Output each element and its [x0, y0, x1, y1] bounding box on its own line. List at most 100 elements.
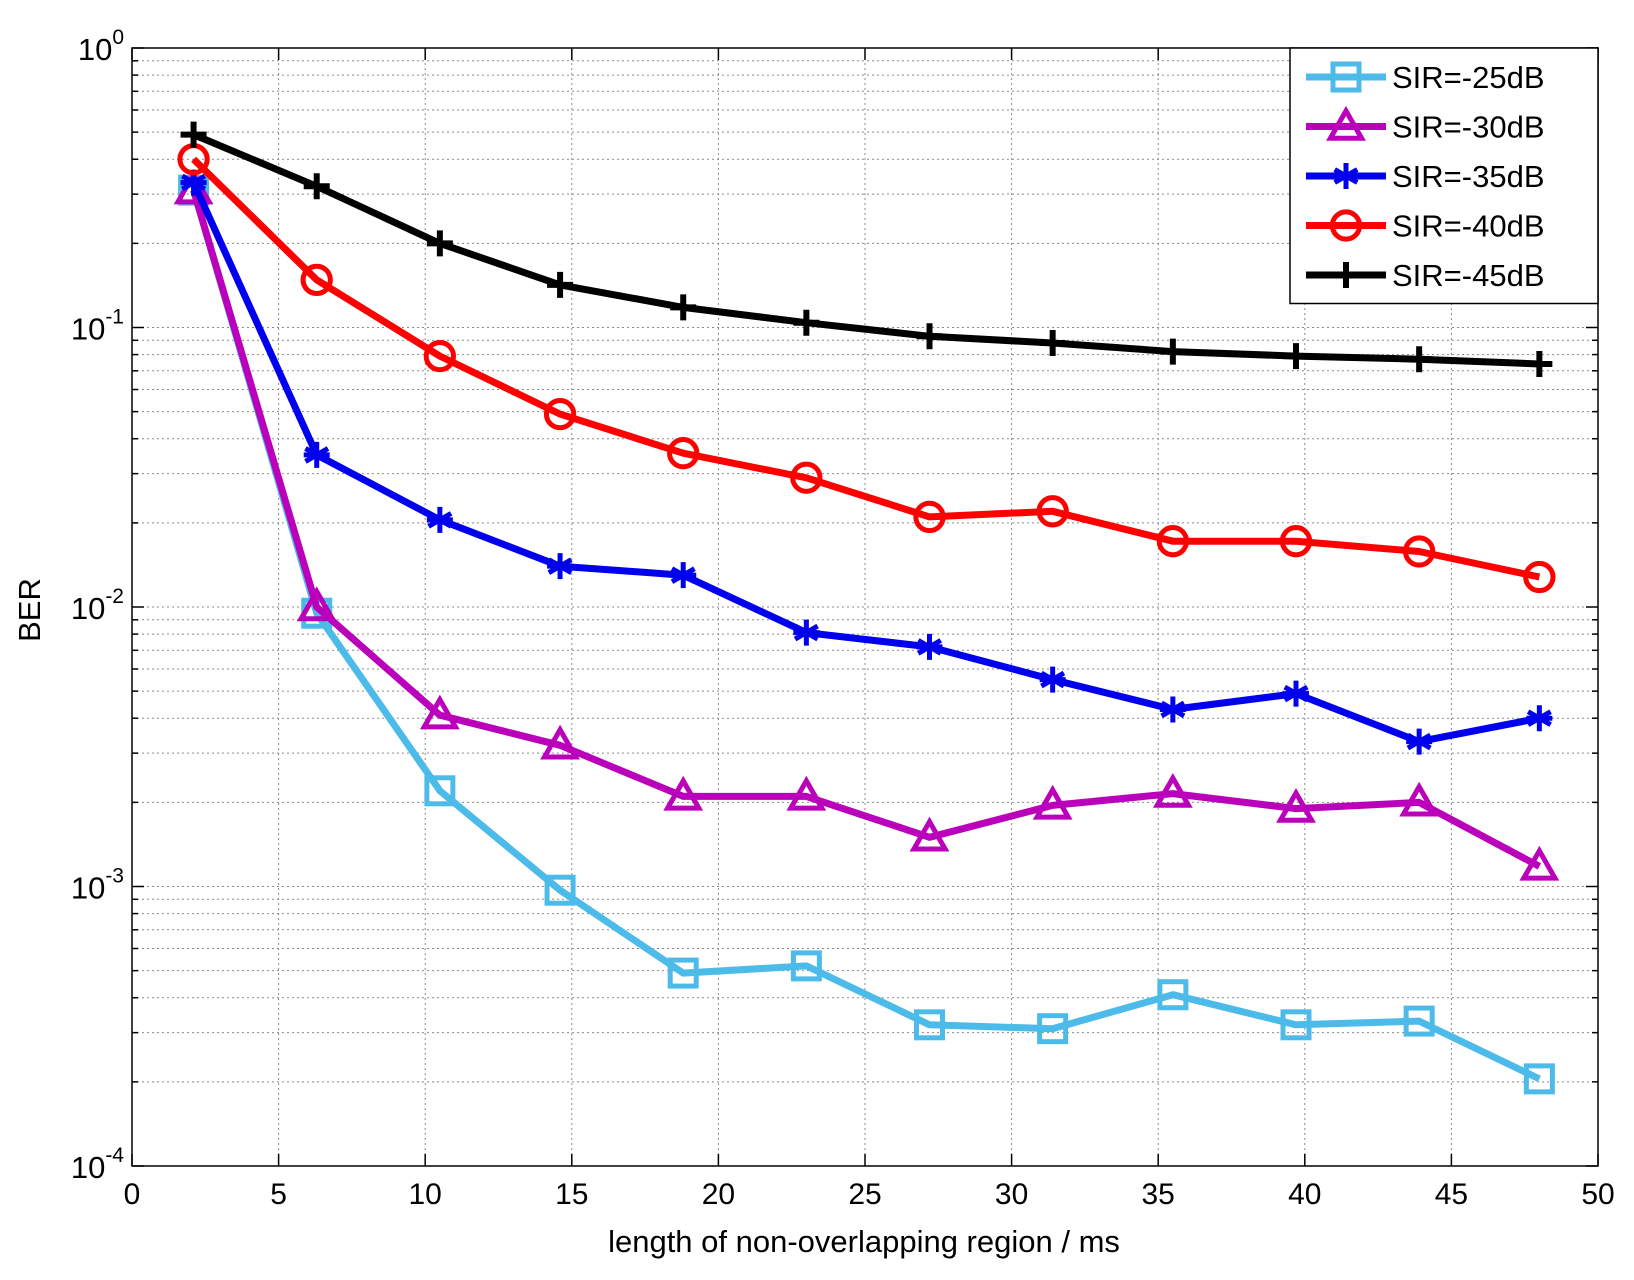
data-point-star: [1039, 666, 1066, 693]
axis-ticks: [131, 47, 1599, 1167]
data-point-star: [303, 441, 330, 468]
data-point-triangle: [296, 586, 337, 622]
data-point-triangle: [1326, 105, 1366, 141]
data-point-star: [670, 562, 697, 589]
data-point-square: [1523, 1063, 1555, 1095]
x-tick-label: 10: [409, 1178, 442, 1211]
series-line: [192, 131, 1540, 368]
x-tick-label: 20: [702, 1178, 735, 1211]
data-point-plus: [547, 271, 574, 298]
data-point-plus: [1159, 338, 1186, 365]
data-point-square: [790, 950, 822, 982]
data-point-star: [426, 506, 453, 533]
x-tick-label: 25: [848, 1178, 881, 1211]
data-point-square: [424, 775, 456, 807]
data-point-square: [1157, 979, 1189, 1011]
y-tick-label: 10-3: [71, 865, 124, 906]
data-point-circle: [1329, 209, 1363, 242]
data-point-square: [1403, 1005, 1435, 1037]
data-point-triangle: [1032, 784, 1073, 820]
data-point-circle: [913, 500, 946, 534]
legend-item: SIR=-25dB: [1306, 60, 1545, 95]
data-point-plus: [1526, 351, 1553, 378]
data-point-circle: [1036, 495, 1069, 528]
data-point-plus: [426, 230, 453, 257]
series-line: [190, 189, 1542, 870]
legend-label: SIR=-30dB: [1392, 110, 1545, 145]
data-point-triangle: [663, 775, 704, 811]
data-point-square: [667, 957, 699, 989]
data-point-square: [1330, 61, 1362, 93]
data-point-star: [1333, 163, 1359, 189]
legend-label: SIR=-40dB: [1392, 209, 1545, 244]
data-point-square: [1280, 1009, 1312, 1041]
data-point-plus: [670, 294, 697, 321]
data-point-star: [180, 169, 207, 196]
x-tick-label: 15: [555, 1178, 588, 1211]
legend-label: SIR=-25dB: [1392, 60, 1545, 95]
legend-item: SIR=-40dB: [1306, 209, 1545, 244]
data-point-triangle: [419, 694, 460, 730]
data-point-plus: [1039, 330, 1066, 357]
legend: SIR=-25dB SIR=-30dB SIR=-35dB SIR=-40dB SIR=…: [1289, 47, 1599, 305]
y-axis-label: BER: [12, 578, 47, 642]
data-point-circle: [667, 437, 700, 470]
data-point-square: [1037, 1013, 1069, 1045]
series-layer: [173, 121, 1560, 1095]
legend-item: SIR=-35dB: [1306, 159, 1545, 194]
data-point-star: [916, 633, 943, 660]
data-point-plus: [1333, 262, 1359, 288]
data-point-circle: [1279, 525, 1313, 558]
data-point-plus: [916, 323, 943, 350]
data-point-triangle: [1399, 781, 1440, 817]
data-point-star: [1283, 680, 1309, 707]
data-point-circle: [790, 461, 823, 494]
x-tick-label: 45: [1435, 1178, 1468, 1211]
data-point-plus: [180, 121, 207, 148]
y-tick-label: 10-4: [71, 1144, 124, 1185]
data-point-circle: [423, 339, 457, 373]
data-point-square: [544, 874, 576, 906]
y-tick-label: 100: [78, 26, 124, 67]
legend-item: SIR=-45dB: [1306, 258, 1545, 293]
data-point-plus: [793, 309, 820, 336]
data-point-star: [1406, 728, 1433, 755]
series-SIR=-45dB: [180, 121, 1553, 378]
data-point-star: [1526, 705, 1553, 732]
series-SIR=-35dB: [180, 169, 1553, 755]
data-point-square: [914, 1009, 946, 1041]
series-SIR=-40dB: [177, 143, 1556, 594]
data-point-star: [793, 619, 820, 646]
x-tick-label: 35: [1142, 1178, 1175, 1211]
data-point-triangle: [1519, 845, 1560, 881]
data-point-circle: [1402, 535, 1436, 568]
x-tick-label: 30: [995, 1178, 1028, 1211]
data-point-circle: [1523, 560, 1556, 594]
legend-label: SIR=-45dB: [1392, 258, 1545, 293]
y-tick-label: 10-2: [71, 585, 124, 626]
data-point-triangle: [909, 816, 950, 852]
data-point-triangle: [540, 724, 580, 760]
data-point-circle: [543, 397, 577, 431]
data-point-plus: [1406, 346, 1433, 373]
data-point-circle: [300, 263, 333, 297]
series-line: [191, 156, 1541, 581]
data-point-triangle: [1276, 787, 1316, 823]
data-point-star: [547, 553, 574, 580]
x-tick-label: 50: [1581, 1178, 1614, 1211]
y-tick-labels: 100 10-1 10-2 10-3 10-4: [71, 26, 124, 1185]
legend-item: SIR=-30dB: [1306, 105, 1545, 145]
data-point-star: [1159, 696, 1186, 723]
legend-label: SIR=-35dB: [1392, 159, 1545, 194]
data-point-triangle: [1152, 772, 1193, 808]
x-tick-labels: 0 5 10 15 20 25 30 35 40 45 50: [124, 1178, 1615, 1211]
series-line: [190, 189, 1541, 1083]
series-line: [190, 181, 1541, 746]
x-tick-label: 40: [1288, 1178, 1321, 1211]
data-point-plus: [1283, 343, 1309, 370]
data-point-triangle: [786, 775, 827, 811]
data-point-circle: [1156, 525, 1190, 558]
x-tick-label: 0: [124, 1178, 141, 1211]
y-tick-label: 10-1: [71, 306, 124, 347]
